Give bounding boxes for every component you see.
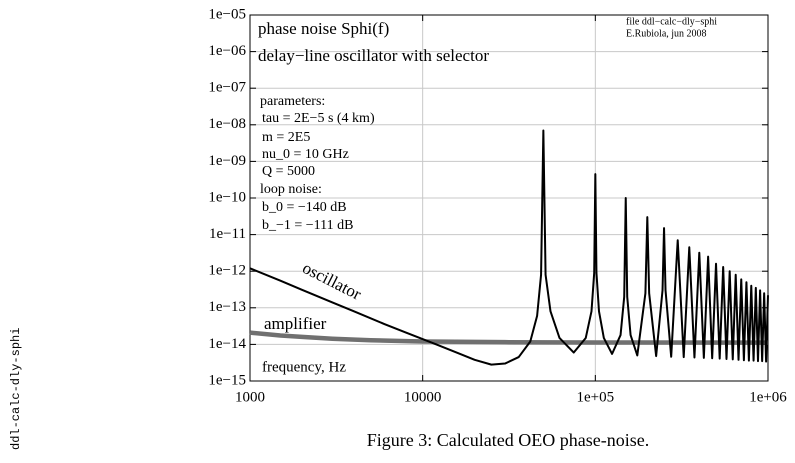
annotation: file ddl−calc−dly−sphi — [626, 16, 717, 27]
y-tick-label: 1e−12 — [208, 263, 246, 279]
y-tick-label: 1e−07 — [208, 80, 246, 96]
y-tick-label: 1e−06 — [208, 43, 246, 59]
series-label: amplifier — [264, 314, 327, 333]
y-tick-label: 1e−05 — [208, 6, 246, 22]
annotation: frequency, Hz — [262, 359, 346, 375]
annotation: delay−line oscillator with selector — [258, 46, 489, 65]
y-tick-label: 1e−08 — [208, 116, 246, 132]
x-tick-label: 10000 — [404, 389, 442, 405]
plot-frame — [249, 14, 769, 382]
y-tick-label: 1e−11 — [209, 226, 246, 242]
annotation: b_−1 = −111 dB — [262, 218, 354, 233]
x-tick-label: 1e+06 — [749, 389, 787, 405]
y-tick-label: 1e−13 — [208, 299, 246, 315]
annotation: parameters: — [260, 94, 325, 109]
x-tick-label: 1000 — [235, 389, 265, 405]
side-label: ddl-calc-dly-sphi — [9, 328, 23, 450]
y-tick-label: 1e−10 — [208, 189, 246, 205]
annotation: nu_0 = 10 GHz — [262, 147, 349, 162]
annotation: m = 2E5 — [262, 130, 310, 145]
annotation: phase noise Sphi(f) — [258, 19, 389, 38]
series-line — [249, 330, 769, 345]
x-tick-label: 1e+05 — [577, 389, 615, 405]
y-tick-label: 1e−14 — [208, 336, 246, 352]
series-line — [249, 129, 769, 366]
y-tick-label: 1e−09 — [208, 153, 246, 169]
annotation: tau = 2E−5 s (4 km) — [262, 111, 375, 126]
annotation: loop noise: — [260, 182, 322, 197]
caption: Figure 3: Calculated OEO phase-noise. — [367, 430, 649, 450]
y-tick-label: 1e−15 — [208, 372, 246, 388]
annotation: b_0 = −140 dB — [262, 200, 347, 215]
annotation: E.Rubiola, jun 2008 — [626, 28, 707, 39]
annotation: Q = 5000 — [262, 164, 315, 179]
